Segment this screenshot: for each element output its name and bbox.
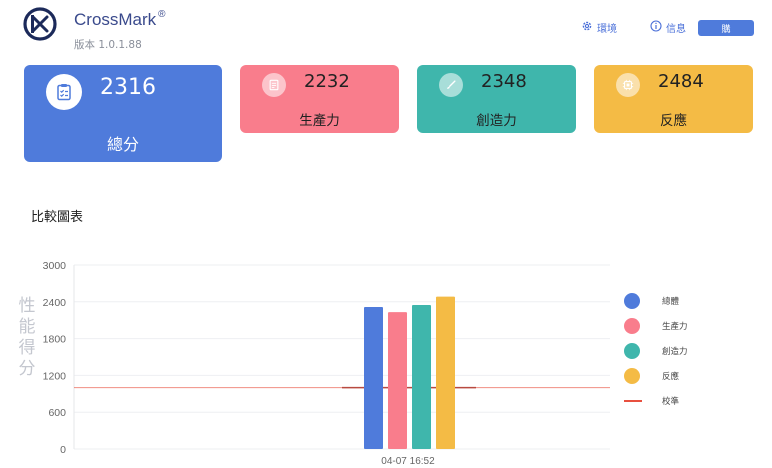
responsiveness-score: 2484 bbox=[658, 71, 704, 92]
creativity-label: 創造力 bbox=[476, 113, 517, 129]
legend-swatch bbox=[624, 292, 640, 309]
y-axis-title: 性能得分 bbox=[18, 296, 36, 379]
productivity-label: 生產力 bbox=[299, 113, 340, 129]
document-icon bbox=[262, 73, 286, 97]
brush-icon bbox=[439, 73, 463, 97]
comparison-bar-chart: 3000 2400 1800 1200 600 0 04-07 16:52 bbox=[43, 260, 610, 467]
total-score-label: 總分 bbox=[106, 135, 139, 154]
chip-icon bbox=[616, 73, 640, 97]
y-tick-label: 3000 bbox=[43, 260, 67, 272]
legend-item-calibration[interactable]: 校準 bbox=[624, 388, 688, 413]
legend-item-creativity[interactable]: 創造力 bbox=[624, 338, 688, 363]
comparison-chart-title: 比較圖表 bbox=[31, 210, 84, 225]
buy-button[interactable]: 購 bbox=[698, 20, 754, 36]
y-tick-label: 600 bbox=[48, 407, 66, 419]
gear-icon bbox=[581, 20, 593, 35]
legend-item-productivity[interactable]: 生產力 bbox=[624, 313, 688, 338]
creativity-score: 2348 bbox=[481, 71, 527, 92]
info-icon bbox=[650, 20, 662, 35]
responsiveness-card: 2484 反應 bbox=[594, 65, 753, 133]
bar-1 bbox=[388, 312, 407, 449]
legend-label: 創造力 bbox=[662, 346, 688, 357]
trademark: ® bbox=[158, 9, 166, 20]
legend-item-responsiveness[interactable]: 反應 bbox=[624, 363, 688, 388]
productivity-score: 2232 bbox=[304, 71, 350, 92]
app-name: CrossMark ® bbox=[74, 9, 166, 30]
legend-item-overall[interactable]: 總體 bbox=[624, 288, 688, 313]
y-tick-label: 2400 bbox=[43, 297, 67, 309]
chart-legend: 總體 生產力 創造力 反應 校準 bbox=[624, 288, 688, 413]
crossmark-logo-icon bbox=[22, 6, 58, 42]
settings-label: 環境 bbox=[597, 24, 617, 35]
legend-label: 生產力 bbox=[662, 321, 688, 332]
productivity-card: 2232 生產力 bbox=[240, 65, 399, 133]
legend-label: 反應 bbox=[662, 371, 680, 382]
bar-2 bbox=[412, 304, 431, 449]
legend-swatch bbox=[624, 317, 640, 334]
x-tick-label: 04-07 16:52 bbox=[381, 456, 435, 467]
total-score: 2316 bbox=[100, 75, 156, 100]
bar-3 bbox=[436, 296, 455, 449]
clipboard-icon bbox=[46, 74, 82, 110]
info-button[interactable]: 信息 bbox=[650, 20, 686, 35]
responsiveness-label: 反應 bbox=[660, 113, 687, 129]
app-name-text: CrossMark bbox=[74, 10, 157, 29]
legend-swatch bbox=[624, 399, 642, 402]
legend-swatch bbox=[624, 367, 640, 384]
total-score-card: 2316 總分 bbox=[24, 65, 222, 162]
y-tick-label: 1200 bbox=[43, 370, 67, 382]
info-label: 信息 bbox=[666, 24, 686, 35]
bar-0 bbox=[364, 306, 383, 449]
legend-label: 總體 bbox=[662, 296, 680, 307]
creativity-card: 2348 創造力 bbox=[417, 65, 576, 133]
settings-button[interactable]: 環境 bbox=[581, 20, 617, 35]
y-tick-label: 0 bbox=[60, 444, 66, 456]
legend-swatch bbox=[624, 342, 640, 359]
legend-label: 校準 bbox=[662, 396, 680, 407]
y-tick-label: 1800 bbox=[43, 334, 67, 346]
app-version: 版本 1.0.1.88 bbox=[74, 39, 142, 51]
